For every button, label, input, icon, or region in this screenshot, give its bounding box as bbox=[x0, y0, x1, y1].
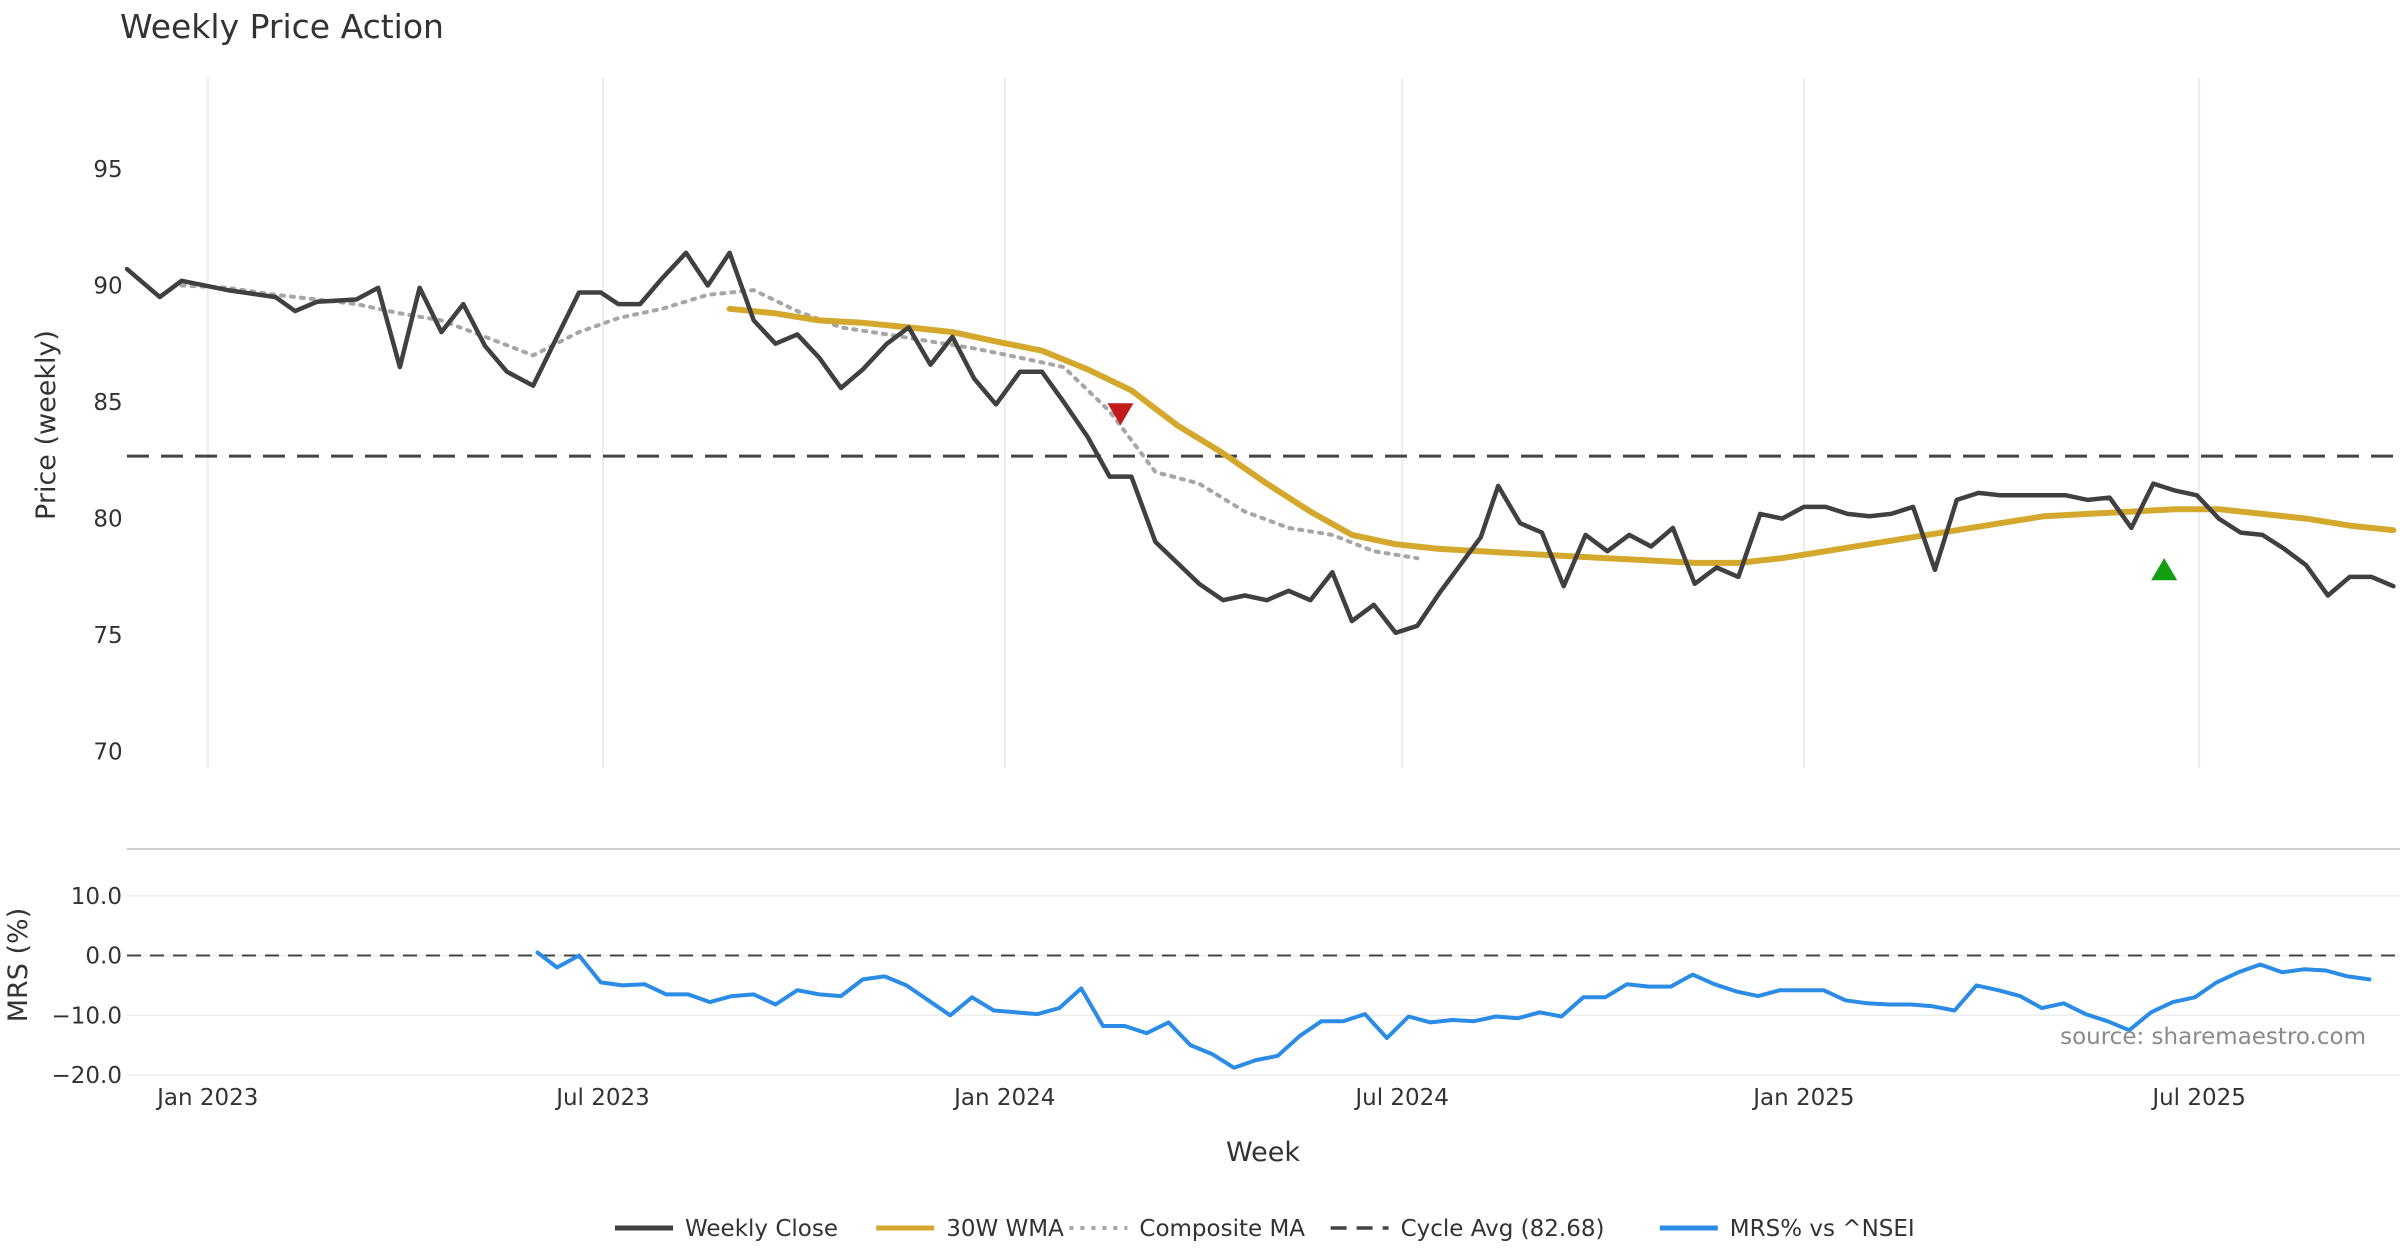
mrs-y-axis-title: MRS (%) bbox=[3, 908, 34, 1023]
legend-label: MRS% vs ^NSEI bbox=[1730, 1216, 1915, 1242]
x-tick-label: Jul 2023 bbox=[554, 1085, 650, 1111]
legend-item: Composite MA bbox=[1069, 1216, 1305, 1242]
price-y-tick-label: 75 bbox=[93, 623, 122, 649]
x-tick-label: Jan 2025 bbox=[1751, 1085, 1854, 1111]
series-30w-wma bbox=[726, 305, 2397, 566]
legend-item: MRS% vs ^NSEI bbox=[1659, 1216, 1915, 1242]
legend-item: 30W WMA bbox=[876, 1216, 1064, 1242]
series-weekly-close bbox=[124, 250, 2396, 636]
legend-label: Composite MA bbox=[1139, 1216, 1305, 1242]
mrs-y-tick-label: −20.0 bbox=[52, 1063, 122, 1089]
buy-signal-marker bbox=[2151, 558, 2178, 581]
mrs-y-tick-label: 0.0 bbox=[85, 944, 122, 970]
legend-item: Cycle Avg (82.68) bbox=[1330, 1216, 1605, 1242]
price-y-axis-title: Price (weekly) bbox=[31, 330, 62, 520]
legend: Weekly Close 30W WMA Composite MA Cycle Avg… bbox=[615, 1216, 1915, 1242]
sell-signal-marker bbox=[1107, 403, 1134, 426]
mrs-y-tick-label: 10.0 bbox=[71, 884, 122, 910]
mrs-y-tick-label: −10.0 bbox=[52, 1003, 122, 1029]
mrs-y-axis: −20.0 −10.0 0.0 10.0 bbox=[52, 884, 2400, 1089]
legend-label: Cycle Avg (82.68) bbox=[1401, 1216, 1605, 1242]
price-y-tick-label: 95 bbox=[93, 157, 122, 183]
x-tick-label: Jul 2025 bbox=[2150, 1085, 2246, 1111]
price-y-tick-label: 70 bbox=[93, 740, 122, 766]
legend-label: 30W WMA bbox=[946, 1216, 1064, 1242]
signal-markers bbox=[1107, 403, 2178, 581]
legend-label: Weekly Close bbox=[685, 1216, 838, 1242]
series-composite-ma bbox=[179, 283, 1420, 561]
x-tick-label: Jul 2024 bbox=[1353, 1085, 1449, 1111]
source-note: source: sharemaestro.com bbox=[2060, 1024, 2366, 1050]
x-axis-title: Week bbox=[1226, 1137, 1300, 1168]
series-mrs-vs-nsei bbox=[535, 950, 2372, 1070]
legend-item: Weekly Close bbox=[615, 1216, 838, 1242]
price-y-axis: 70 75 80 85 90 95 bbox=[93, 157, 122, 766]
price-y-tick-label: 80 bbox=[93, 507, 122, 533]
x-gridlines bbox=[206, 78, 2201, 768]
series-layer bbox=[124, 250, 2397, 1070]
x-tick-label: Jan 2023 bbox=[155, 1085, 258, 1111]
price-y-tick-label: 90 bbox=[93, 273, 122, 299]
x-axis: Jan 2023 Jul 2023 Jan 2024 Jul 2024 Jan 2025… bbox=[155, 1085, 2246, 1111]
chart-title: Weekly Price Action bbox=[120, 7, 444, 46]
price-y-tick-label: 85 bbox=[93, 390, 122, 416]
x-tick-label: Jan 2024 bbox=[952, 1085, 1055, 1111]
